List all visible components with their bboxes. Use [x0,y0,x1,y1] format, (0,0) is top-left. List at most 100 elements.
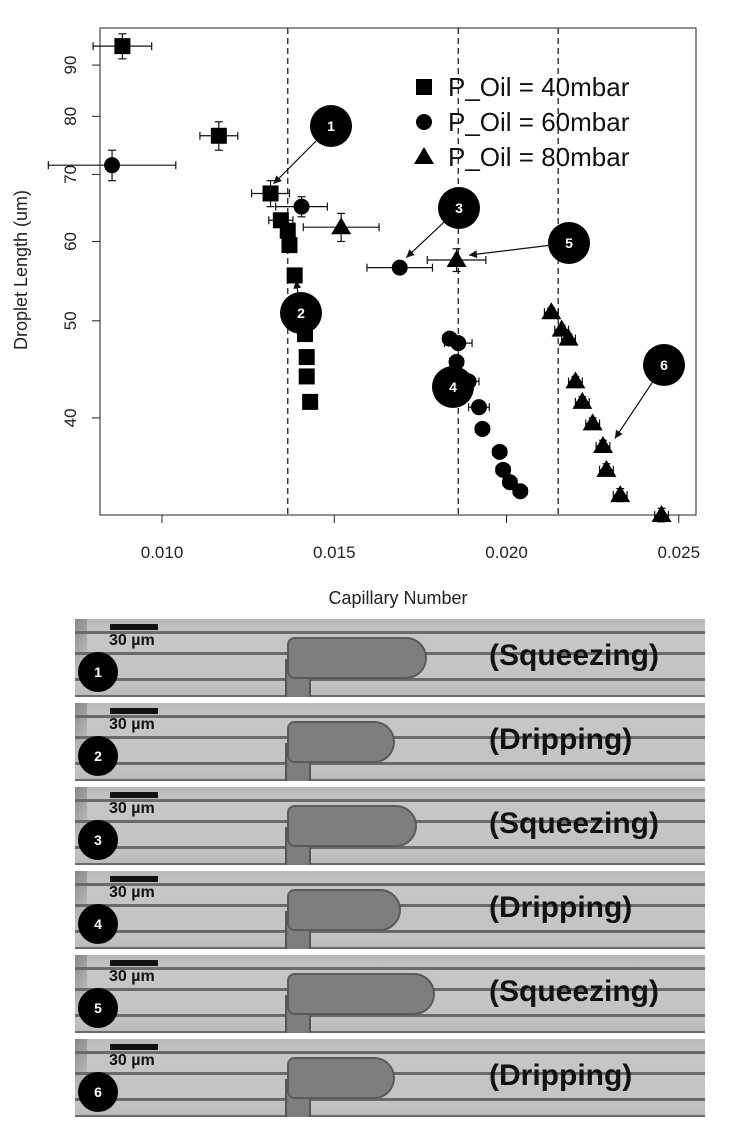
channel-wall [307,930,705,933]
panel-number-badge: 3 [78,820,118,860]
channel-wall [75,967,705,970]
triangle-marker [592,435,613,453]
triangle-marker [558,328,579,346]
regime-label: (Dripping) [489,723,633,756]
regime-label: (Dripping) [489,891,633,924]
callout-arrowhead [406,249,415,258]
callout-arrowhead [468,250,478,259]
droplet [287,1057,395,1099]
y-tick-label: 90 [61,56,80,75]
plot-frame [99,27,697,516]
legend-circle-marker [416,114,432,130]
circle-marker [470,399,487,416]
callout-label: 5 [565,235,573,251]
callout-label: 3 [455,200,463,216]
x-tick-label: 0.015 [313,543,356,562]
scale-bar [110,1044,158,1050]
legend: P_Oil = 40mbar P_Oil = 60mbar P_Oil = 80mb… [414,72,630,172]
callout-label: 4 [449,379,457,395]
y-axis: 40 50 60 70 80 90 [61,56,100,427]
channel-wall [75,863,285,865]
callout-badge [432,366,474,408]
circle-marker [391,259,408,276]
circle-marker [448,353,465,370]
droplet [287,637,427,679]
square-marker [262,185,279,202]
droplet [287,805,417,847]
scale-bar [110,876,158,882]
triangle-marker [610,485,631,503]
channel-wall [75,715,705,718]
square-marker [302,393,319,410]
scale-bar-label: 30 µm [109,884,155,901]
callout-arrowhead [293,280,302,289]
channel-wall [307,1031,705,1033]
y-tick-label: 50 [61,311,80,330]
panel-number-badge: 6 [78,1072,118,1112]
callout-label: 1 [327,118,335,134]
scale-bar-label: 30 µm [109,800,155,817]
callout-badge [548,222,590,264]
y-axis-label: Droplet Length (um) [11,190,31,350]
triangle-marker [331,217,352,235]
callouts: 1 2 3 4 5 6 [273,105,685,439]
triangle-marker [572,391,593,409]
circle-marker [104,157,121,174]
callout-badge [438,187,480,229]
channel-wall [307,779,705,781]
channel-wall [75,1031,285,1033]
callout-badge [643,344,685,386]
callout-arrowhead [614,429,623,439]
y-tick-label: 40 [61,408,80,427]
y-tick-label: 60 [61,232,80,251]
callout-badge [280,292,322,334]
triangle-marker [541,302,562,320]
y-tick-label: 80 [61,107,80,126]
circle-marker [450,335,467,352]
regime-label: (Dripping) [489,1059,633,1092]
droplet-micrograph-panels: 30 µm 1 (Squeezing) 30 µm 2 (Dripping) 30 µm 3 (… [75,619,705,1123]
channel-wall [75,678,285,681]
square-marker [281,237,298,254]
legend-triangle-marker [414,147,434,164]
regime-label: (Squeezing) [489,807,659,840]
x-tick-label: 0.025 [658,543,701,562]
regime-label: (Squeezing) [489,639,659,672]
droplet [287,889,401,931]
square-marker [114,38,131,55]
y-tick-label: 70 [61,165,80,184]
legend-label: P_Oil = 80mbar [448,142,630,172]
channel-wall [307,762,705,765]
channel-wall [75,1051,705,1054]
micrograph-panel-5: 30 µm 5 (Squeezing) [75,955,705,1033]
legend-label: P_Oil = 60mbar [448,107,630,137]
x-tick-label: 0.020 [485,543,528,562]
channel-wall [75,1014,285,1017]
channel-wall [75,762,285,765]
legend-square-marker [416,79,432,95]
callout-label: 6 [660,357,668,373]
channel-wall [307,947,705,949]
droplet [287,973,435,1015]
channel-wall [75,1098,285,1101]
micrograph-panel-2: 30 µm 2 (Dripping) [75,703,705,781]
callout-arrow [614,382,653,439]
square-marker [298,349,315,366]
scale-bar [110,792,158,798]
channel-wall [75,930,285,933]
x-axis: 0.010 0.015 0.020 0.025 [141,515,700,562]
triangle-marker [582,413,603,431]
callout-label: 2 [297,305,305,321]
callout-arrowhead [273,175,282,184]
panel-number-badge: 2 [78,736,118,776]
panel-number-badge: 1 [78,652,118,692]
callout-arrow [273,140,317,185]
scale-bar-label: 30 µm [109,632,155,649]
channel-wall [307,846,705,849]
square-marker [298,368,315,385]
circle-marker [501,474,518,491]
micrograph-panel-6: 30 µm 6 (Dripping) [75,1039,705,1117]
micrograph-panel-3: 30 µm 3 (Squeezing) [75,787,705,865]
scatter-chart: 0.010 0.015 0.020 0.025 40 50 60 70 80 90 1 2 3 4 5 6… [11,27,700,608]
channel-wall [307,1115,705,1117]
